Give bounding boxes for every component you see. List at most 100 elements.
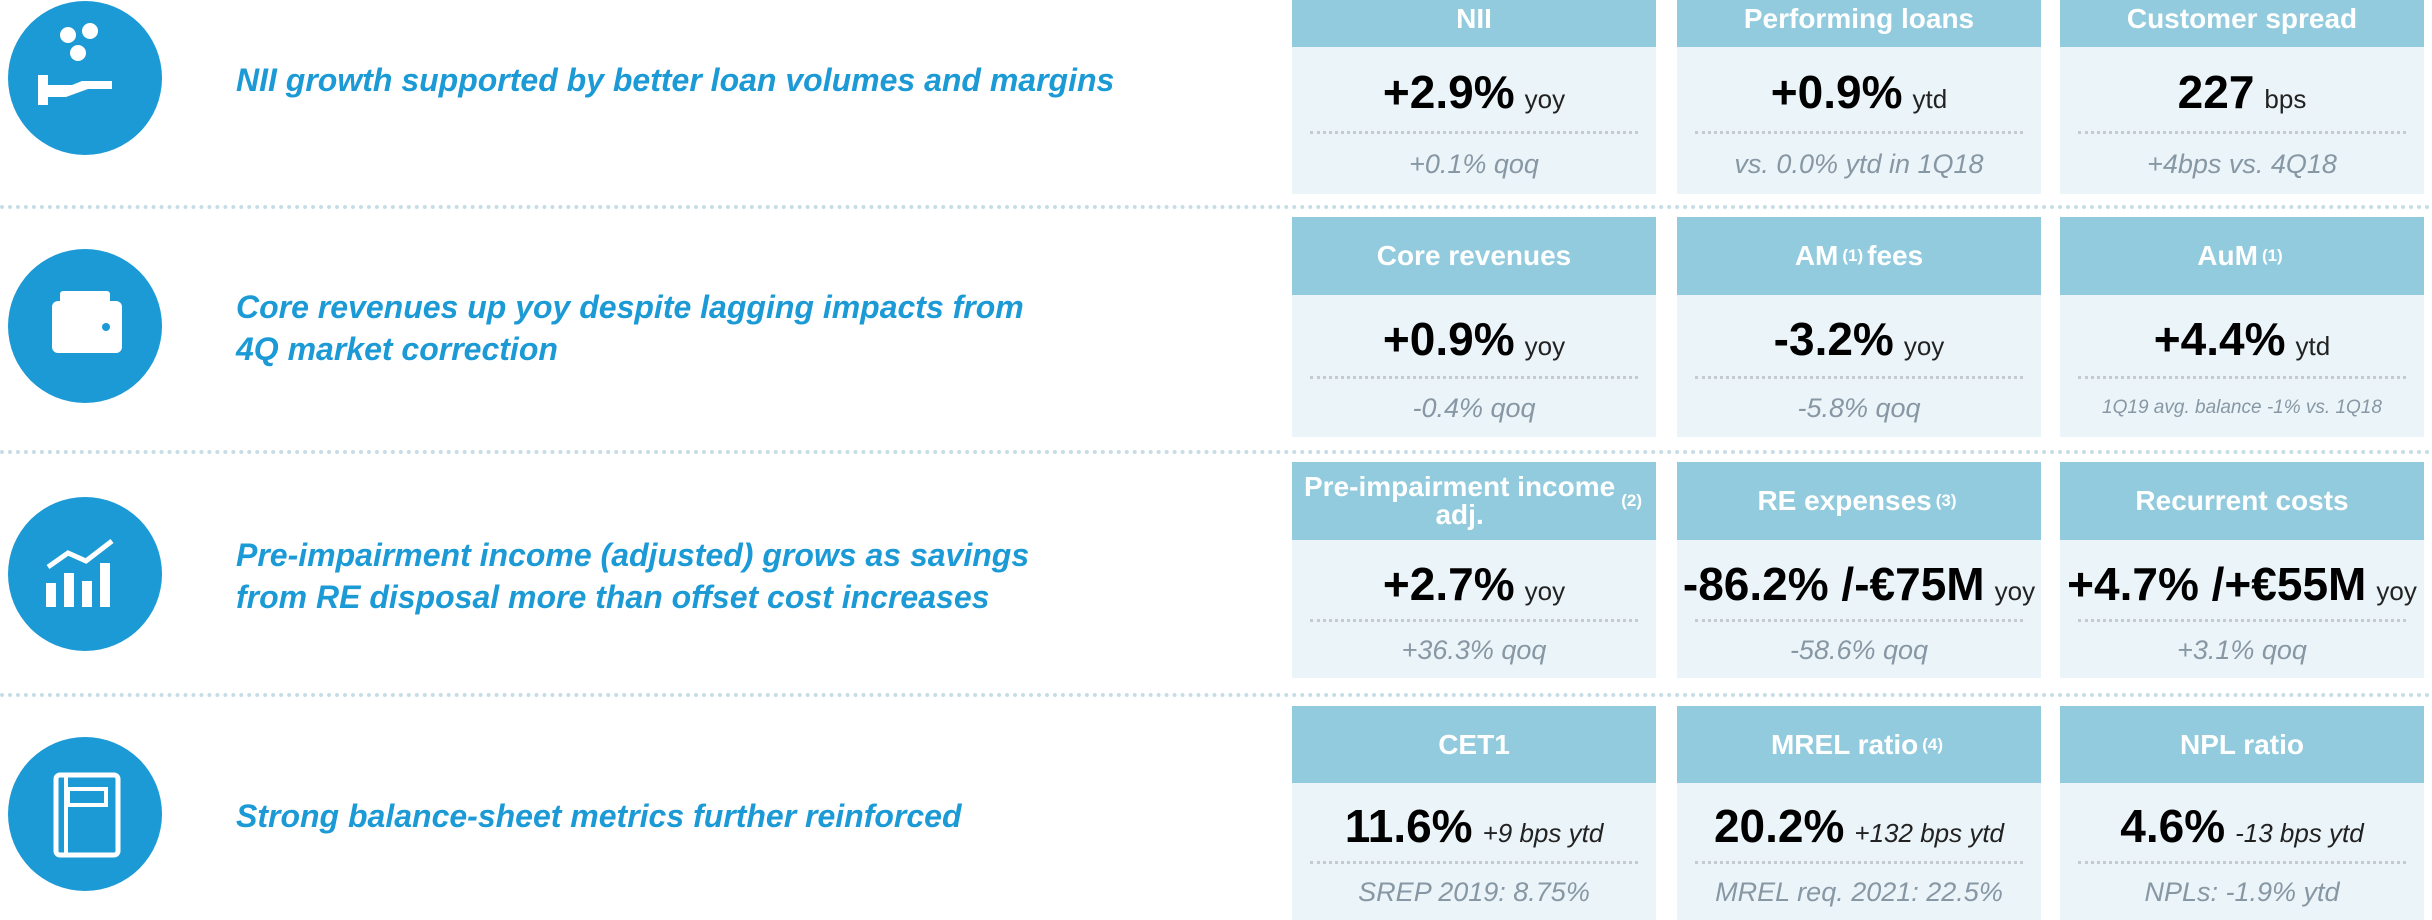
- footnote-ref: (1): [1842, 246, 1864, 265]
- kpi-subtext: SREP 2019: 8.75%: [1358, 877, 1590, 908]
- card-title-text: AuM: [2197, 240, 2258, 271]
- kpi-unit: +132 bps ytd: [1854, 818, 2005, 849]
- kpi-unit: ytd: [1912, 83, 1948, 114]
- card-value: +2.9% yoy: [1292, 65, 1656, 119]
- divider: [1310, 375, 1638, 379]
- card-body: +2.7% yoy +36.3% qoq: [1292, 540, 1656, 678]
- card-title-text: Core revenues: [1376, 240, 1572, 271]
- card-value: 227 bps: [2060, 65, 2424, 119]
- card-title-text: MREL ratio: [1770, 728, 1919, 760]
- headline-line: Strong balance-sheet metrics further rei…: [236, 798, 962, 834]
- kpi-subtext: +3.1% qoq: [2177, 634, 2307, 665]
- card-value: +0.9% ytd: [1677, 65, 2041, 119]
- divider: [1695, 375, 2023, 379]
- kpi-unit: -13 bps ytd: [2235, 818, 2364, 849]
- card-value: +4.7% /+€55M yoy: [2060, 557, 2424, 611]
- card-title-text: NII: [1456, 2, 1492, 34]
- kpi-value: -86.2% /-€75M: [1682, 557, 1985, 610]
- kpi-subtext: NPLs: -1.9% ytd: [2144, 877, 2340, 908]
- kpi-value: +0.9%: [1382, 313, 1515, 366]
- card-value: 20.2% +132 bps ytd: [1677, 799, 2041, 853]
- card-body: +4.4% ytd 1Q19 avg. balance -1% vs. 1Q18: [2060, 295, 2424, 437]
- kpi-subtext: +4bps vs. 4Q18: [2147, 149, 2337, 180]
- card-title: Pre-impairment income adj. (2): [1292, 462, 1656, 540]
- divider: [1310, 130, 1638, 134]
- icon: [8, 497, 163, 652]
- footnote-ref: (4): [1922, 734, 1944, 754]
- headline: Pre-impairment income (adjusted) grows a…: [236, 534, 1236, 618]
- kpi-unit: +9 bps ytd: [1482, 818, 1604, 849]
- headline-line: Core revenues up yoy despite lagging imp…: [236, 289, 1024, 325]
- headline-line: 4Q market correction: [236, 331, 558, 367]
- kpi-subtext: -58.6% qoq: [1789, 634, 1929, 665]
- card-body: +2.9% yoy +0.1% qoq: [1292, 47, 1656, 194]
- icon: [8, 737, 163, 892]
- card-title: NII: [1292, 0, 1656, 47]
- card-value: +2.7% yoy: [1292, 557, 1656, 611]
- divider: [1695, 618, 2023, 622]
- card-title: AM (1) fees: [1677, 217, 2041, 295]
- headline-line: NII growth supported by better loan volu…: [236, 62, 1115, 98]
- headline: NII growth supported by better loan volu…: [236, 59, 1236, 101]
- card-title: CET1: [1292, 706, 1656, 783]
- icon: [8, 249, 163, 404]
- kpi-unit: bps: [2264, 83, 2307, 114]
- card-body: +0.9% yoy -0.4% qoq: [1292, 295, 1656, 437]
- card-body: -86.2% /-€75M yoy -58.6% qoq: [1677, 540, 2041, 678]
- kpi-value: -3.2%: [1773, 313, 1894, 366]
- divider: [1695, 861, 2023, 865]
- kpi-value: +4.7% /+€55M: [2067, 557, 2367, 610]
- card-title-text: fees: [1867, 240, 1924, 271]
- card-title: NPL ratio: [2060, 706, 2424, 783]
- kpi-subtext: 1Q19 avg. balance -1% vs. 1Q18: [2102, 397, 2382, 419]
- card-value: 11.6% +9 bps ytd: [1292, 799, 1656, 853]
- separator: [0, 450, 2432, 454]
- kpi-value: 4.6%: [2120, 800, 2226, 853]
- card-value: 4.6% -13 bps ytd: [2060, 799, 2424, 853]
- card-title: MREL ratio (4): [1677, 706, 2041, 783]
- kpi-subtext: +0.1% qoq: [1409, 149, 1539, 180]
- footnote-ref: (1): [2261, 246, 2283, 265]
- kpi-value: +0.9%: [1770, 65, 1903, 118]
- divider: [2078, 375, 2406, 379]
- card-body: -3.2% yoy -5.8% qoq: [1677, 295, 2041, 437]
- kpi-subtext: -5.8% qoq: [1797, 393, 1921, 424]
- separator: [0, 693, 2432, 697]
- kpi-subtext: +36.3% qoq: [1401, 634, 1547, 665]
- kpi-value: +4.4%: [2153, 313, 2286, 366]
- divider: [2078, 618, 2406, 622]
- card-title: Customer spread: [2060, 0, 2424, 47]
- kpi-value: 20.2%: [1713, 800, 1845, 853]
- card-value: -3.2% yoy: [1677, 312, 2041, 366]
- kpi-unit: yoy: [1524, 331, 1566, 362]
- card-title: Core revenues: [1292, 217, 1656, 295]
- kpi-value: 227: [2177, 65, 2255, 118]
- kpi-unit: yoy: [1994, 575, 2036, 606]
- divider: [2078, 130, 2406, 134]
- separator: [0, 205, 2432, 209]
- headline: Core revenues up yoy despite lagging imp…: [236, 286, 1236, 370]
- card-title: Recurrent costs: [2060, 462, 2424, 540]
- card-title-text: RE expenses: [1757, 485, 1932, 516]
- card-value: -86.2% /-€75M yoy: [1677, 557, 2041, 611]
- footnote-ref: (2): [1621, 491, 1642, 510]
- card-title-text: AM: [1794, 240, 1839, 271]
- divider: [1310, 861, 1638, 865]
- card-title-text: Customer spread: [2126, 2, 2358, 34]
- kpi-value: +2.7%: [1382, 557, 1515, 610]
- card-body: 20.2% +132 bps ytd MREL req. 2021: 22.5%: [1677, 783, 2041, 920]
- kpi-value: 11.6%: [1344, 800, 1473, 853]
- icon: [8, 1, 163, 156]
- card-title-text: Recurrent costs: [2135, 485, 2349, 516]
- card-title: Performing loans: [1677, 0, 2041, 47]
- card-title-text: CET1: [1438, 728, 1510, 760]
- card-body: 4.6% -13 bps ytd NPLs: -1.9% ytd: [2060, 783, 2424, 920]
- kpi-subtext: vs. 0.0% ytd in 1Q18: [1734, 149, 1984, 180]
- card-title: AuM (1): [2060, 217, 2424, 295]
- headline-line: Pre-impairment income (adjusted) grows a…: [236, 537, 1030, 573]
- card-value: +0.9% yoy: [1292, 312, 1656, 366]
- headline: Strong balance-sheet metrics further rei…: [236, 795, 1236, 837]
- card-body: 227 bps +4bps vs. 4Q18: [2060, 47, 2424, 194]
- card-body: 11.6% +9 bps ytd SREP 2019: 8.75%: [1292, 783, 1656, 920]
